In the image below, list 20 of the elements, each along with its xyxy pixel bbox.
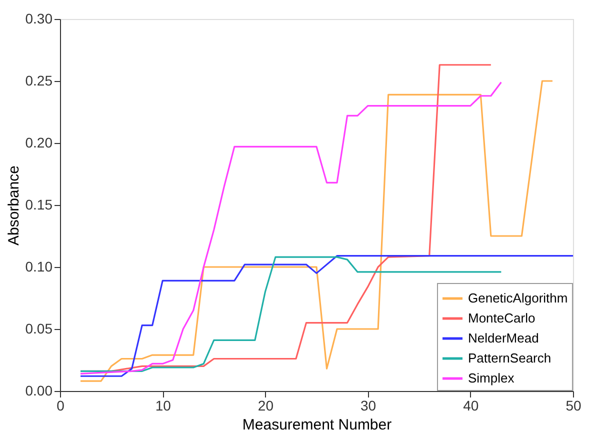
y-tick-label: 0.25	[25, 72, 53, 88]
x-tick-label: 40	[463, 398, 479, 414]
legend-label: MonteCarlo	[468, 310, 536, 326]
y-tick-label: 0.15	[25, 196, 53, 212]
x-tick-label: 30	[360, 398, 376, 414]
legend-label: GeneticAlgorithm	[468, 290, 568, 306]
x-axis-title: Measurement Number	[242, 416, 392, 434]
y-tick-label: 0.00	[25, 382, 53, 398]
legend-label: Simplex	[468, 370, 515, 386]
x-tick-label: 0	[56, 398, 65, 414]
x-tick-label: 50	[566, 398, 582, 414]
y-tick-label: 0.10	[25, 258, 53, 274]
y-tick-label: 0.20	[25, 134, 53, 150]
y-tick-label: 0.05	[25, 320, 53, 336]
x-tick-label: 20	[258, 398, 274, 414]
y-axis-title: Absorbance	[5, 165, 22, 246]
x-tick-label: 10	[155, 398, 172, 414]
y-tick-label: 0.30	[25, 10, 53, 26]
legend-label: NelderMead	[468, 330, 539, 346]
legend-label: PatternSearch	[468, 350, 552, 366]
